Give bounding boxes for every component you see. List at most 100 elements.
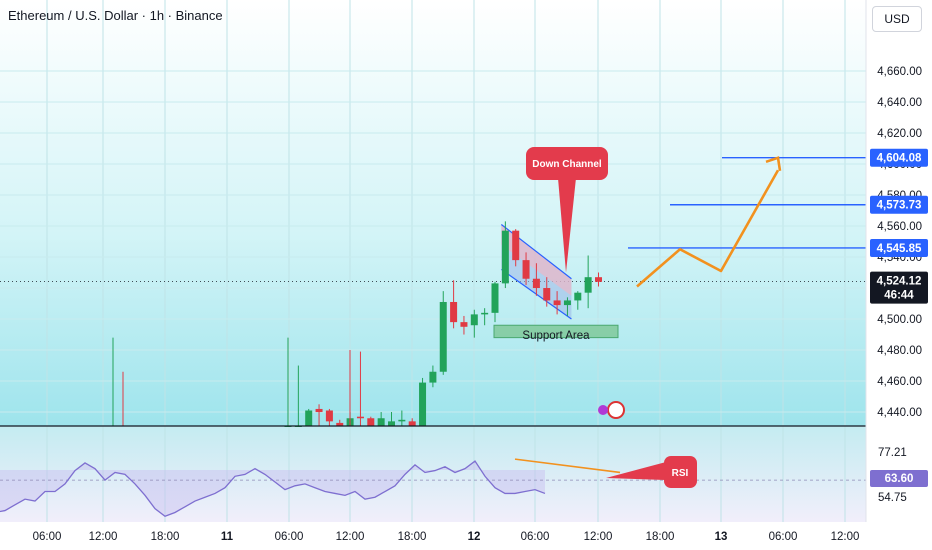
candle-body	[315, 408, 323, 413]
level-price-tag-label: 4,545.85	[877, 243, 922, 255]
price-tick-label: 4,660.00	[877, 66, 922, 78]
price-tick-label: 4,500.00	[877, 314, 922, 326]
time-tick-label: 18:00	[646, 531, 675, 543]
candle	[460, 315, 468, 335]
candle	[305, 408, 313, 426]
rsi-area-fill	[0, 461, 545, 517]
rsi-callout-pointer	[606, 462, 666, 480]
rsi-axis-label: 63.60	[885, 473, 914, 485]
candle	[532, 263, 540, 296]
current-price-label: 4,524.12	[877, 276, 922, 288]
price-axis[interactable]: 4,440.004,460.004,480.004,500.004,520.00…	[870, 66, 928, 504]
current-price-tag	[870, 271, 928, 304]
candle	[429, 365, 437, 388]
time-tick-label: 06:00	[33, 531, 62, 543]
candle	[388, 412, 395, 426]
time-tick-label: 12:00	[831, 531, 860, 543]
rsi-indicator[interactable]	[0, 458, 866, 550]
level-price-tag	[870, 148, 928, 167]
candle	[336, 419, 344, 426]
candle	[522, 252, 530, 285]
down-channel-callout-pointer	[558, 178, 576, 273]
time-tick-label: 11	[221, 531, 234, 543]
candle	[491, 281, 499, 323]
candle-body	[470, 314, 478, 326]
candle	[481, 308, 489, 326]
candle-body	[367, 418, 375, 426]
time-tick-label: 06:00	[769, 531, 798, 543]
annotations: Down Channel RSI	[526, 147, 697, 488]
rsi-value-tag	[870, 470, 928, 487]
price-tick-label: 4,460.00	[877, 376, 922, 388]
candle-body	[439, 301, 447, 372]
time-tick-label: 18:00	[398, 531, 427, 543]
price-tick-label: 4,440.00	[877, 407, 922, 419]
candles[interactable]	[112, 221, 602, 427]
rsi-axis-label: 77.21	[878, 447, 907, 459]
time-tick-label: 12:00	[89, 531, 118, 543]
level-price-tag	[870, 195, 928, 214]
countdown-label: 46:44	[884, 290, 914, 302]
candle	[356, 351, 364, 426]
time-tick-label: 12	[468, 531, 481, 543]
candle	[325, 408, 333, 426]
candle-body	[543, 288, 551, 301]
candle-body	[460, 322, 468, 327]
level-price-tag-label: 4,573.73	[877, 200, 922, 212]
main-pane-background	[0, 0, 866, 426]
rsi-line	[0, 460, 546, 518]
candle-body	[501, 230, 509, 284]
candle	[563, 297, 571, 316]
down-channel-callout-box	[526, 147, 608, 180]
level-price-tag-label: 4,604.08	[877, 153, 922, 165]
candle-body	[325, 410, 333, 422]
rsi-area	[0, 461, 545, 517]
candle-body	[491, 283, 499, 313]
projection-path	[636, 169, 780, 288]
candle-body	[481, 312, 489, 315]
grid	[0, 0, 866, 522]
level-price-tag	[870, 238, 928, 257]
support-area-label: Support Area	[522, 330, 590, 342]
candle-body	[429, 371, 437, 383]
candle	[595, 272, 602, 287]
currency-button[interactable]: USD	[872, 6, 922, 32]
time-axis-background	[0, 522, 866, 550]
candle-body	[553, 300, 561, 306]
candle	[419, 377, 427, 426]
time-axis[interactable]: 06:00 12:00 18:00 11 06:00 12:00 18:00 12 06:00 1…	[33, 531, 860, 543]
candle-body	[532, 278, 540, 289]
support-area-box	[493, 324, 619, 339]
candle	[398, 410, 406, 426]
candle	[367, 416, 375, 426]
candle-body	[563, 300, 571, 306]
candle	[584, 255, 592, 309]
candle-body	[408, 421, 416, 426]
rsi-pane-background	[0, 426, 866, 522]
price-tick-label: 4,620.00	[877, 128, 922, 140]
flag-badge-icon	[607, 401, 625, 419]
candle	[408, 418, 416, 426]
candle-body	[419, 382, 427, 426]
candle-body	[522, 260, 530, 279]
time-tick-label: 06:00	[521, 531, 550, 543]
time-tick-label: 12:00	[584, 531, 613, 543]
candle	[543, 277, 551, 307]
candle	[377, 412, 385, 426]
down-channel-callout-label: Down Channel	[532, 159, 602, 170]
candle-body	[595, 277, 602, 282]
candle-body	[574, 292, 582, 301]
rsi-callout-label: RSI	[672, 468, 689, 479]
candle-body	[356, 416, 364, 419]
sparkle-icon	[598, 405, 608, 415]
candle-body	[336, 422, 344, 426]
candle-body	[305, 410, 313, 426]
candle-body	[388, 421, 395, 426]
candle-body	[377, 418, 385, 426]
candle-body	[398, 419, 406, 422]
time-tick-label: 13	[715, 531, 728, 543]
rsi-axis-label: 54.75	[878, 492, 907, 504]
projection-arrowhead	[765, 156, 782, 172]
time-tick-label: 06:00	[275, 531, 304, 543]
